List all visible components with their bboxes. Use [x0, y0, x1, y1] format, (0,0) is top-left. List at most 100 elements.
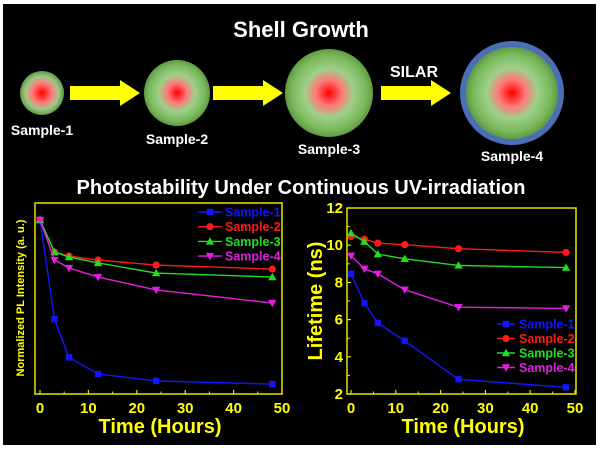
x-tick-label: 10	[80, 400, 97, 417]
lifetime-chart-y-label: Lifetime (ns)	[305, 242, 327, 361]
series-line	[39, 219, 273, 385]
y-tick-label: 12	[326, 200, 343, 217]
sample-2-particle	[144, 60, 210, 126]
sample-1-particle	[20, 71, 64, 115]
series-sample-4	[346, 252, 571, 313]
pl-chart-x-label: Time (Hours)	[99, 416, 222, 438]
data-point	[401, 337, 408, 345]
y-tick-label: 4	[335, 349, 344, 366]
x-tick-label: 0	[347, 400, 355, 417]
data-point	[93, 258, 103, 267]
pl-chart-frame	[34, 202, 283, 395]
data-point	[373, 249, 383, 258]
data-point	[268, 272, 277, 281]
legend-marker	[502, 320, 510, 328]
x-tick-label: 20	[432, 400, 449, 417]
data-point	[51, 315, 58, 323]
legend-item: Sample-2	[497, 332, 575, 346]
data-point	[374, 239, 382, 247]
data-point	[151, 286, 161, 295]
data-point	[50, 256, 59, 265]
pl-chart-series	[35, 215, 277, 388]
sample-1-quantum-dot	[20, 71, 64, 115]
legend-label: Sample-2	[519, 332, 575, 346]
x-tick-label: 40	[225, 400, 242, 417]
x-tick-label: 10	[387, 400, 404, 417]
data-point	[400, 254, 409, 262]
x-tick-label: 20	[128, 400, 145, 417]
lifetime-chart-x-tick-labels: 0 10 20 30 40 50	[347, 400, 584, 417]
x-tick-label: 0	[36, 400, 44, 417]
legend-item: Sample-4	[198, 250, 281, 264]
sample-4-quantum-dot	[466, 47, 558, 139]
legend-label: Sample-4	[519, 361, 575, 375]
pl-chart-y-label: Normalized PL Intensity (a. u.)	[15, 219, 27, 376]
pl-chart-x-ticks	[39, 390, 283, 394]
silar-label: SILAR	[390, 64, 438, 81]
series-sample-1	[347, 270, 570, 391]
sample-2-label: Sample-2	[146, 131, 208, 147]
data-point	[347, 270, 355, 278]
legend-label: Sample-3	[225, 235, 281, 249]
x-tick-label: 30	[477, 400, 494, 417]
data-point	[374, 319, 382, 327]
legend-marker	[206, 223, 214, 231]
data-point	[93, 273, 103, 282]
lifetime-chart-y-tick-labels: 2 4 6 8 10 12	[326, 200, 343, 403]
legend-item: Sample-4	[497, 361, 575, 375]
data-point	[268, 299, 277, 308]
sample-2-quantum-dot	[144, 60, 210, 126]
figure-svg: Shell Growth Sample-1 Sample-2 Sample-3 …	[11, 17, 583, 438]
data-point	[401, 241, 409, 249]
series-sample-2	[347, 232, 570, 257]
legend-marker	[501, 364, 511, 372]
legend-label: Sample-1	[225, 206, 281, 220]
sample-1-label: Sample-1	[11, 122, 73, 138]
y-tick-label: 8	[335, 274, 343, 291]
data-point	[64, 252, 74, 261]
data-point	[360, 265, 369, 274]
series-sample-4	[35, 216, 277, 308]
pl-chart-x-tick-labels: 0 10 20 30 40 50	[36, 400, 291, 417]
sample-4-particle	[460, 41, 564, 145]
data-point	[454, 303, 463, 312]
data-point	[94, 370, 102, 378]
data-point	[373, 270, 383, 279]
shell-growth-title: Shell Growth	[233, 17, 369, 42]
data-point	[269, 380, 276, 388]
lifetime-chart-x-label: Time (Hours)	[402, 416, 525, 438]
data-point	[151, 268, 161, 277]
legend-label: Sample-1	[519, 318, 575, 332]
legend-item: Sample-2	[198, 220, 281, 234]
legend-item: Sample-1	[198, 206, 281, 220]
data-point	[454, 245, 463, 253]
legend-marker	[205, 237, 215, 245]
legend-item: Sample-3	[497, 347, 575, 361]
data-point	[35, 216, 45, 225]
data-point	[346, 252, 356, 261]
y-tick-label: 6	[335, 312, 343, 329]
y-tick-label: 2	[335, 386, 343, 403]
data-point	[562, 248, 570, 257]
data-point	[361, 300, 368, 307]
legend-label: Sample-2	[225, 220, 281, 234]
sample-3-particle	[285, 49, 373, 137]
legend-marker	[206, 208, 214, 216]
x-tick-label: 40	[522, 400, 539, 417]
data-point	[455, 376, 462, 383]
sample-3-quantum-dot	[285, 49, 373, 137]
legend-marker	[502, 334, 510, 343]
x-tick-label: 50	[567, 400, 584, 417]
legend-marker	[205, 252, 215, 261]
lifetime-chart-series	[346, 228, 571, 391]
arrow-2-icon	[213, 80, 283, 106]
data-point	[562, 384, 570, 391]
series-line	[39, 219, 273, 304]
figure-canvas: Shell Growth Sample-1 Sample-2 Sample-3 …	[3, 4, 596, 445]
legend-item: Sample-3	[198, 235, 281, 249]
arrow-1-icon	[70, 80, 140, 106]
lifetime-chart-x-ticks	[350, 390, 576, 394]
